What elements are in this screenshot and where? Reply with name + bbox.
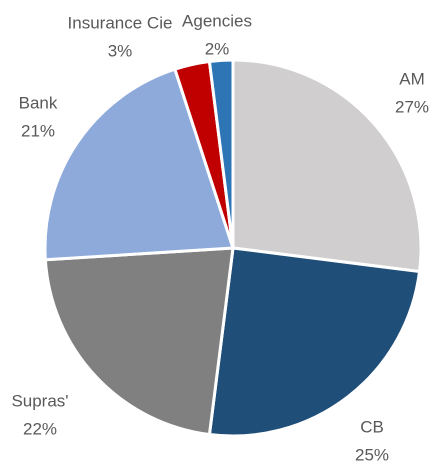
slice-value-label: 27% — [395, 97, 429, 116]
slice-label: CB — [360, 417, 384, 436]
slice-value-label: 21% — [21, 121, 55, 140]
pie-slice — [43, 67, 236, 262]
slice-label: AM — [399, 69, 425, 88]
slice-value-label: 25% — [355, 445, 389, 464]
slice-label: Bank — [19, 93, 58, 112]
pie-slice — [231, 58, 423, 274]
slice-label: Agencies — [182, 11, 252, 30]
pie-slice — [207, 246, 422, 438]
slice-value-label: 22% — [23, 419, 57, 438]
slice-label: Insurance Cie — [68, 13, 173, 32]
slice-value-label: 3% — [108, 41, 133, 60]
slice-value-label: 2% — [205, 39, 230, 58]
pie-slice — [207, 58, 235, 249]
slice-label: Supras' — [11, 391, 68, 410]
pie-slice — [43, 246, 235, 437]
